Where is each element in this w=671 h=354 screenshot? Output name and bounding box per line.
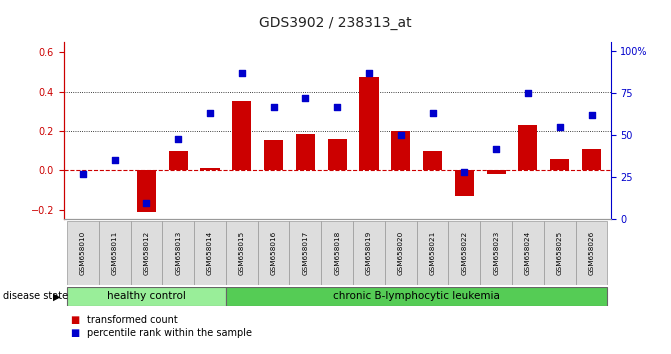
Bar: [296, 134, 315, 170]
Bar: [232, 102, 252, 170]
Bar: [423, 151, 442, 170]
Text: percentile rank within the sample: percentile rank within the sample: [87, 328, 252, 338]
Bar: [486, 170, 506, 174]
Text: ■: ■: [70, 328, 80, 338]
Bar: [391, 131, 410, 170]
Bar: [168, 151, 188, 170]
Text: GSM658013: GSM658013: [175, 231, 181, 275]
Point: [364, 70, 374, 76]
Bar: [226, 287, 607, 306]
Point: [427, 110, 438, 116]
Text: GDS3902 / 238313_at: GDS3902 / 238313_at: [259, 16, 412, 30]
Point: [205, 110, 215, 116]
Text: GSM658012: GSM658012: [144, 231, 150, 275]
Text: GSM658019: GSM658019: [366, 231, 372, 275]
Bar: [582, 149, 601, 170]
Bar: [67, 287, 226, 306]
Point: [331, 104, 342, 109]
Bar: [480, 221, 512, 285]
Bar: [519, 125, 537, 170]
Bar: [137, 170, 156, 212]
Point: [77, 171, 88, 177]
Text: GSM658010: GSM658010: [80, 231, 86, 275]
Text: GSM658017: GSM658017: [303, 231, 309, 275]
Bar: [385, 221, 417, 285]
Bar: [455, 170, 474, 196]
Bar: [194, 221, 226, 285]
Bar: [162, 221, 194, 285]
Text: GSM658024: GSM658024: [525, 231, 531, 275]
Bar: [131, 221, 162, 285]
Bar: [448, 221, 480, 285]
Bar: [417, 221, 448, 285]
Point: [395, 132, 406, 138]
Text: GSM658018: GSM658018: [334, 231, 340, 275]
Text: disease state: disease state: [3, 291, 68, 302]
Text: GSM658020: GSM658020: [398, 231, 404, 275]
Point: [459, 170, 470, 175]
Point: [173, 136, 184, 141]
Bar: [201, 169, 219, 170]
Point: [268, 104, 279, 109]
Bar: [264, 140, 283, 170]
Bar: [544, 221, 576, 285]
Bar: [258, 221, 289, 285]
Bar: [550, 160, 569, 170]
Bar: [360, 77, 378, 170]
Bar: [327, 139, 347, 170]
Point: [586, 112, 597, 118]
Bar: [576, 221, 607, 285]
Text: GSM658022: GSM658022: [462, 231, 468, 275]
Bar: [289, 221, 321, 285]
Bar: [353, 221, 385, 285]
Bar: [321, 221, 353, 285]
Bar: [99, 221, 131, 285]
Text: GSM658011: GSM658011: [111, 231, 117, 275]
Point: [491, 146, 501, 152]
Text: chronic B-lymphocytic leukemia: chronic B-lymphocytic leukemia: [333, 291, 500, 302]
Text: GSM658016: GSM658016: [270, 231, 276, 275]
Text: GSM658025: GSM658025: [557, 231, 563, 275]
Text: GSM658014: GSM658014: [207, 231, 213, 275]
Text: GSM658023: GSM658023: [493, 231, 499, 275]
Text: ▶: ▶: [53, 291, 60, 302]
Point: [236, 70, 247, 76]
Point: [141, 200, 152, 205]
Text: GSM658021: GSM658021: [429, 231, 435, 275]
Bar: [226, 221, 258, 285]
Bar: [67, 221, 99, 285]
Text: healthy control: healthy control: [107, 291, 186, 302]
Point: [300, 95, 311, 101]
Text: GSM658015: GSM658015: [239, 231, 245, 275]
Text: GSM658026: GSM658026: [588, 231, 595, 275]
Point: [523, 90, 533, 96]
Point: [109, 158, 120, 163]
Bar: [512, 221, 544, 285]
Point: [554, 124, 565, 130]
Text: ■: ■: [70, 315, 80, 325]
Text: transformed count: transformed count: [87, 315, 178, 325]
